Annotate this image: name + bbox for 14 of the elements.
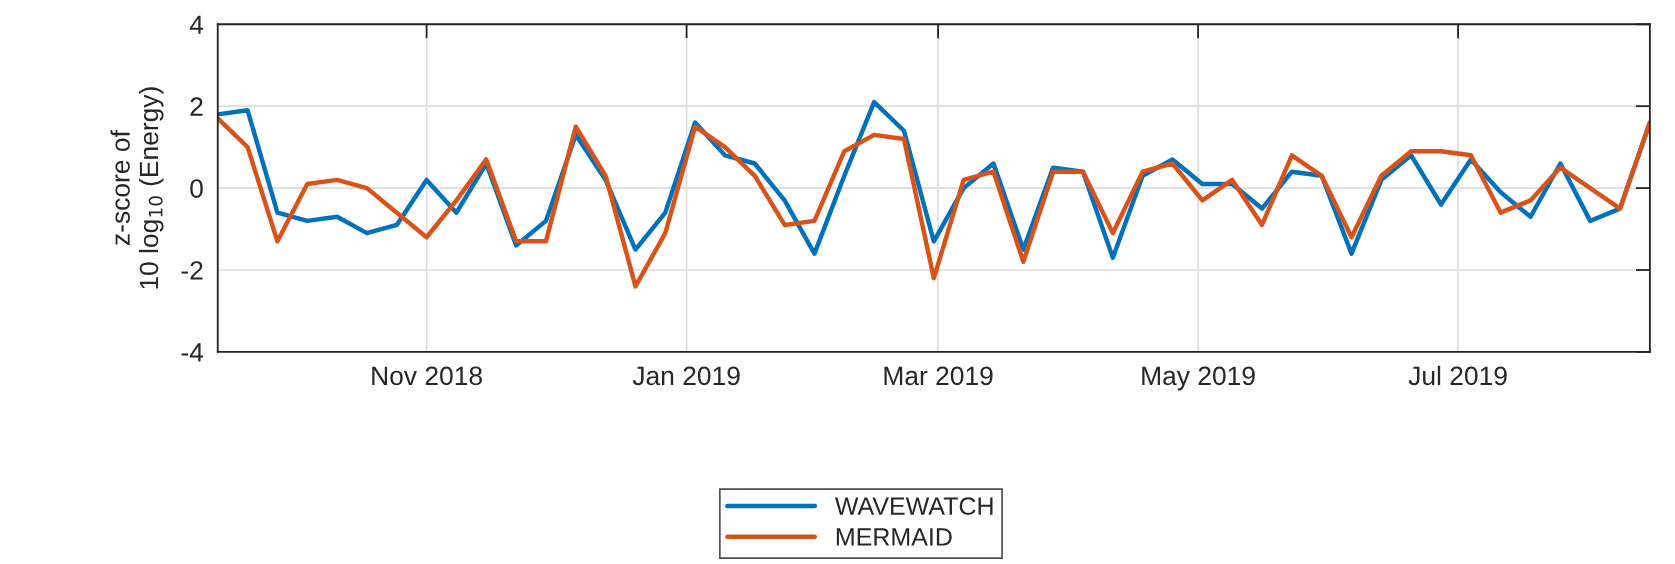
legend-label: MERMAID <box>836 528 952 546</box>
y-tick-label: 4 <box>189 15 204 34</box>
x-tick-label: Jul 2019 <box>1408 365 1507 386</box>
legend-label: WAVEWATCH <box>834 497 993 515</box>
x-tick-label: Mar 2019 <box>884 366 993 386</box>
y-tick-label: 0 <box>190 179 203 198</box>
x-tick-label: May 2019 <box>1142 366 1255 391</box>
line-series <box>217 116 1650 289</box>
y-tick-label: -2 <box>181 261 203 280</box>
x-tick-label: Jan 2019 <box>632 366 740 386</box>
y-tick-label: 2 <box>190 97 203 116</box>
x-tick-label: Nov 2018 <box>372 366 482 386</box>
y-axis-title: z-score of 10 log$_{10}$ (Energy) <box>110 87 164 289</box>
y-tick-label: -4 <box>181 343 204 362</box>
